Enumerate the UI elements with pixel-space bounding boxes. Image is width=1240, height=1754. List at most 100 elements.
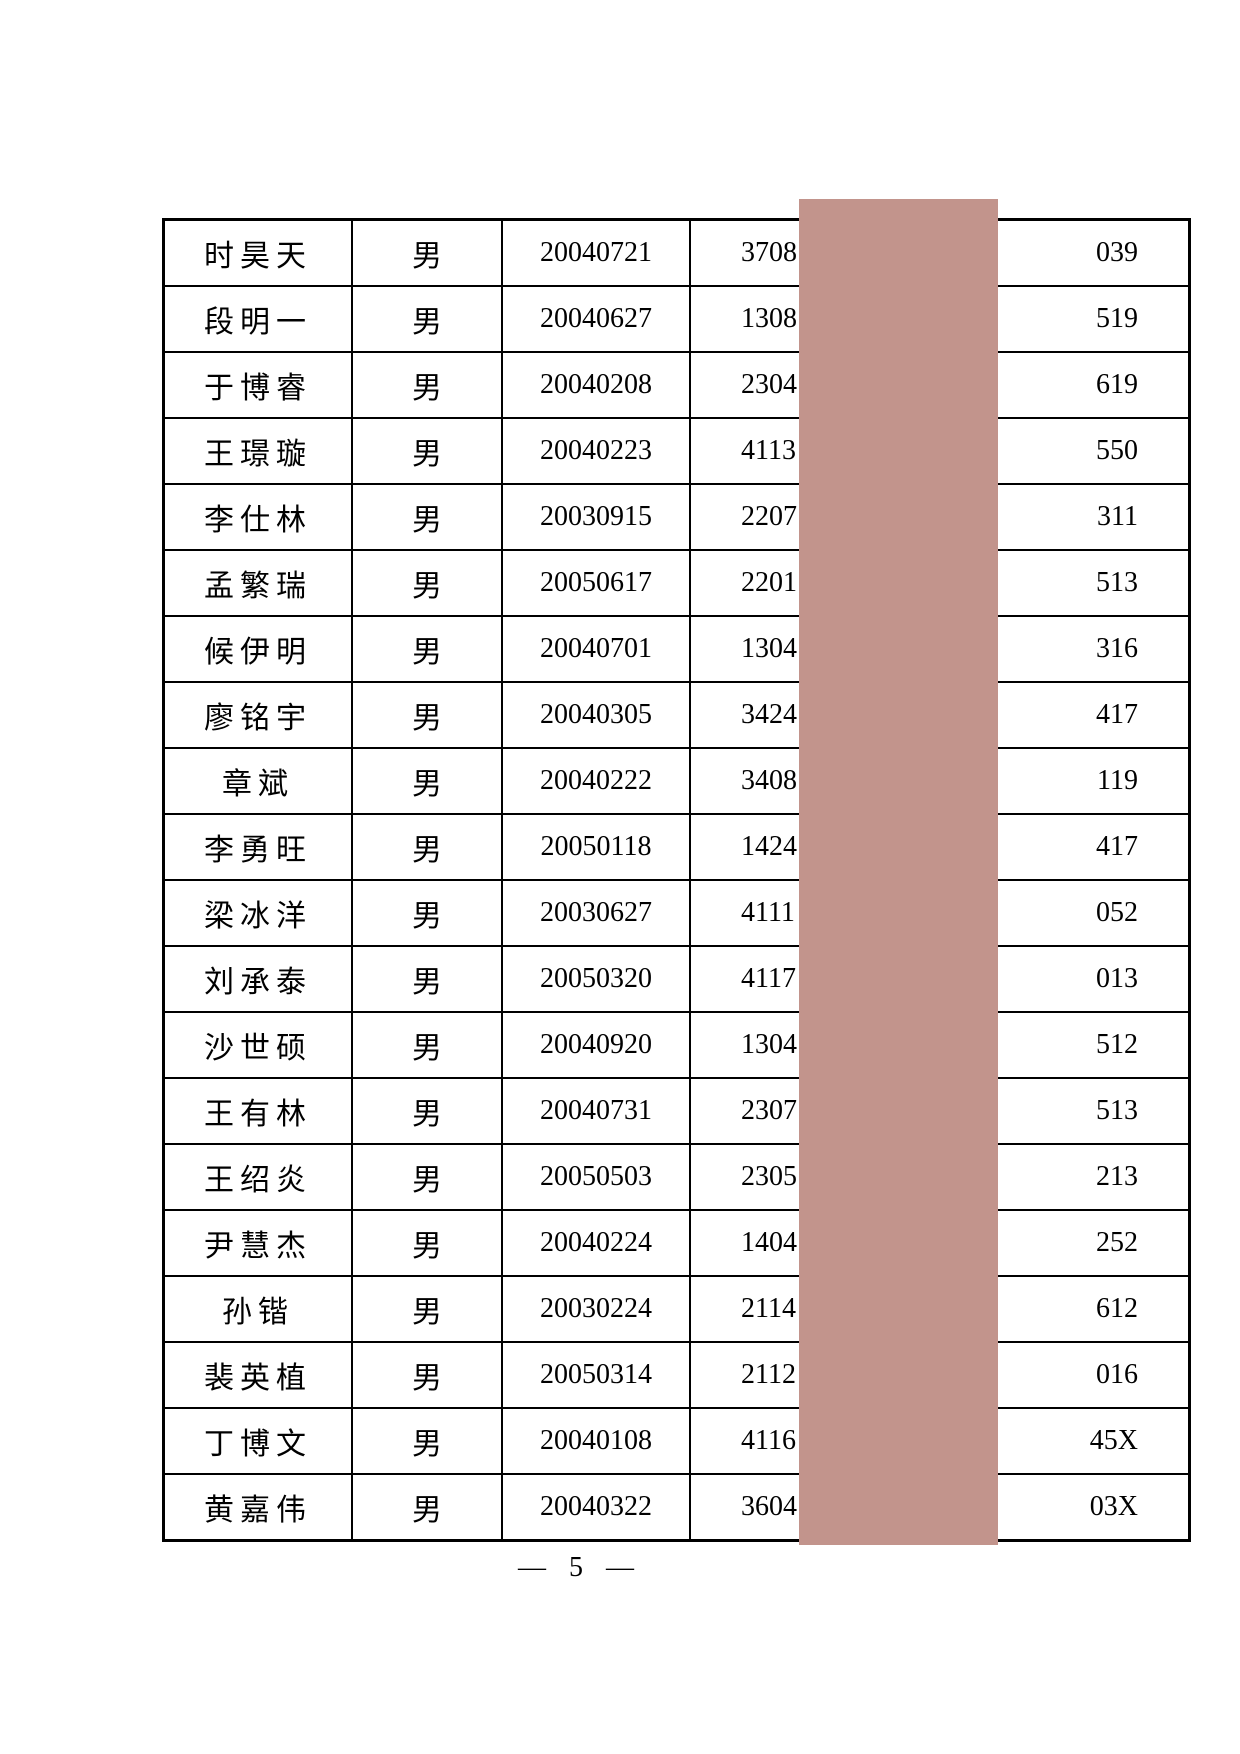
- id-prefix: 1308: [741, 303, 797, 334]
- id-prefix: 3408: [741, 765, 797, 796]
- table-row: 沙世硕男 20040920 1304 512: [162, 1011, 1191, 1079]
- id-suffix: 316: [1096, 633, 1138, 664]
- student-name-cell: 黄嘉伟: [162, 1473, 353, 1542]
- student-name-cell: 廖铭宇: [162, 681, 353, 749]
- student-name-cell: 孟繁瑞: [162, 549, 353, 617]
- id-prefix: 2207: [741, 501, 797, 532]
- id-suffix: 513: [1096, 1095, 1138, 1126]
- table-row: 刘承泰男 20050320 4117 013: [162, 945, 1191, 1013]
- id-prefix: 2305: [741, 1161, 797, 1192]
- birthdate-cell: 20040322: [501, 1473, 691, 1542]
- gender-cell: 男: [351, 945, 503, 1013]
- student-name-cell: 沙世硕: [162, 1011, 353, 1079]
- id-number-wrap: 1304 512: [741, 1029, 1138, 1061]
- table-row: 段明一男 20040627 1308 519: [162, 285, 1191, 353]
- table-row: 候伊明男 20040701 1304 316: [162, 615, 1191, 683]
- id-suffix: 550: [1096, 435, 1138, 466]
- student-name-cell: 梁冰洋: [162, 879, 353, 947]
- id-prefix: 3424: [741, 699, 797, 730]
- id-suffix: 013: [1096, 963, 1138, 994]
- id-suffix: 512: [1096, 1029, 1138, 1060]
- id-suffix: 417: [1096, 699, 1138, 730]
- gender-cell: 男: [351, 1209, 503, 1277]
- id-suffix: 519: [1096, 303, 1138, 334]
- student-name-cell: 段明一: [162, 285, 353, 353]
- id-prefix: 1404: [741, 1227, 797, 1258]
- id-suffix: 016: [1096, 1359, 1138, 1390]
- id-number-wrap: 1404 252: [741, 1227, 1138, 1259]
- id-number-wrap: 4113 550: [741, 435, 1138, 467]
- id-prefix: 4111: [741, 897, 795, 928]
- id-prefix: 1424: [741, 831, 797, 862]
- birthdate-cell: 20040920: [501, 1011, 691, 1079]
- id-suffix: 252: [1096, 1227, 1138, 1258]
- id-prefix: 3708: [741, 237, 797, 268]
- table-row: 李仕林男 20030915 2207 311: [162, 483, 1191, 551]
- student-name-cell: 李勇旺: [162, 813, 353, 881]
- id-number-wrap: 4111 052: [741, 897, 1138, 929]
- id-number-wrap: 2114 612: [741, 1293, 1138, 1325]
- student-name-cell: 孙锴: [162, 1275, 353, 1343]
- id-number-wrap: 3708 039: [741, 237, 1138, 269]
- gender-cell: 男: [351, 351, 503, 419]
- id-number-wrap: 1424 417: [741, 831, 1138, 863]
- student-table: 时昊天男 20040721 3708 039 段明一男 20040627 1308 519 于博…: [162, 218, 1191, 1542]
- table-row: 孙锴男 20030224 2114 612: [162, 1275, 1191, 1343]
- student-name-cell: 王璟璇: [162, 417, 353, 485]
- gender-cell: 男: [351, 549, 503, 617]
- id-prefix: 2112: [741, 1359, 796, 1390]
- student-name-cell: 章斌: [162, 747, 353, 815]
- table-row: 章斌男 20040222 3408 119: [162, 747, 1191, 815]
- gender-cell: 男: [351, 483, 503, 551]
- id-suffix: 119: [1097, 765, 1138, 796]
- birthdate-cell: 20030627: [501, 879, 691, 947]
- id-number-wrap: 3604 03X: [741, 1491, 1138, 1523]
- table-row: 梁冰洋男 20030627 4111 052: [162, 879, 1191, 947]
- table-row: 于博睿男 20040208 2304 619: [162, 351, 1191, 419]
- table-row: 裴英植男 20050314 2112 016: [162, 1341, 1191, 1409]
- gender-cell: 男: [351, 1473, 503, 1542]
- birthdate-cell: 20050314: [501, 1341, 691, 1409]
- birthdate-cell: 20040208: [501, 351, 691, 419]
- gender-cell: 男: [351, 813, 503, 881]
- gender-cell: 男: [351, 1341, 503, 1409]
- id-number-wrap: 3408 119: [741, 765, 1138, 797]
- student-name-cell: 刘承泰: [162, 945, 353, 1013]
- id-number-wrap: 2307 513: [741, 1095, 1138, 1127]
- gender-cell: 男: [351, 879, 503, 947]
- student-name-cell: 王有林: [162, 1077, 353, 1145]
- birthdate-cell: 20050320: [501, 945, 691, 1013]
- table-row: 黄嘉伟男 20040322 3604 03X: [162, 1473, 1191, 1542]
- student-table-body: 时昊天男 20040721 3708 039 段明一男 20040627 1308 519 于博…: [162, 218, 1191, 1542]
- id-number-wrap: 1308 519: [741, 303, 1138, 335]
- birthdate-cell: 20030224: [501, 1275, 691, 1343]
- gender-cell: 男: [351, 681, 503, 749]
- id-prefix: 1304: [741, 633, 797, 664]
- id-number-wrap: 2305 213: [741, 1161, 1138, 1193]
- gender-cell: 男: [351, 615, 503, 683]
- id-prefix: 4117: [741, 963, 796, 994]
- birthdate-cell: 20030915: [501, 483, 691, 551]
- id-suffix: 311: [1097, 501, 1138, 532]
- birthdate-cell: 20040223: [501, 417, 691, 485]
- gender-cell: 男: [351, 747, 503, 815]
- id-suffix: 417: [1096, 831, 1138, 862]
- id-number-wrap: 2304 619: [741, 369, 1138, 401]
- id-number-wrap: 2112 016: [741, 1359, 1138, 1391]
- table-row: 廖铭宇男 20040305 3424 417: [162, 681, 1191, 749]
- gender-cell: 男: [351, 1407, 503, 1475]
- id-suffix: 513: [1096, 567, 1138, 598]
- id-prefix: 1304: [741, 1029, 797, 1060]
- student-name-cell: 候伊明: [162, 615, 353, 683]
- id-number-wrap: 4117 013: [741, 963, 1138, 995]
- id-prefix: 2201: [741, 567, 797, 598]
- id-number-wrap: 2207 311: [741, 501, 1138, 533]
- id-suffix: 213: [1096, 1161, 1138, 1192]
- id-suffix: 612: [1096, 1293, 1138, 1324]
- id-prefix: 2114: [741, 1293, 796, 1324]
- student-name-cell: 于博睿: [162, 351, 353, 419]
- birthdate-cell: 20040731: [501, 1077, 691, 1145]
- student-name-cell: 李仕林: [162, 483, 353, 551]
- id-number-wrap: 2201 513: [741, 567, 1138, 599]
